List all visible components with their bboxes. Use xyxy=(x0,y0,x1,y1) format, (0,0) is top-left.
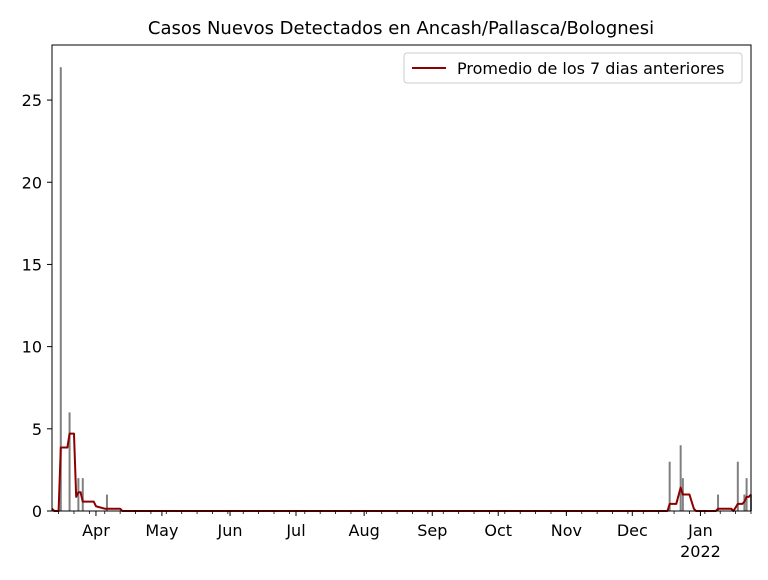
bar-8 xyxy=(717,494,720,511)
x-tick-label-5: Sep xyxy=(417,521,447,540)
chart-title: Casos Nuevos Detectados en Ancash/Pallas… xyxy=(148,18,654,39)
bar-4 xyxy=(105,494,108,511)
bar-11 xyxy=(745,478,748,511)
line-average xyxy=(51,432,752,512)
x-tick-label-7: Nov xyxy=(551,521,582,540)
bar-0 xyxy=(59,67,62,511)
y-tick-label-2: 10 xyxy=(22,338,42,357)
y-tick-label-3: 15 xyxy=(22,255,42,274)
y-tick-label-4: 20 xyxy=(22,173,42,192)
x-year-label: 2022 xyxy=(680,542,721,561)
y-tick-label-0: 0 xyxy=(32,502,42,521)
legend-box xyxy=(403,52,743,84)
x-tick-label-0: Apr xyxy=(82,521,110,540)
line-layer xyxy=(51,432,752,512)
bar-9 xyxy=(736,461,739,511)
x-tick-label-8: Dec xyxy=(617,521,648,540)
x-tick-label-4: Aug xyxy=(349,521,380,540)
x-tick-label-3: Jul xyxy=(285,521,305,540)
axes-layer: 0 5 10 15 20 25 Apr May Jun Jul Aug Sep Oct Nov Dec Jan… xyxy=(22,44,752,561)
x-tick-label-1: May xyxy=(145,521,178,540)
legend: Promedio de los 7 dias anteriores xyxy=(403,52,743,84)
y-tick-label-5: 25 xyxy=(22,91,42,110)
legend-label: Promedio de los 7 dias anteriores xyxy=(457,59,724,78)
x-tick-label-6: Oct xyxy=(484,521,512,540)
bar-3 xyxy=(81,478,84,511)
x-tick-label-2: Jun xyxy=(217,521,243,540)
x-tick-label-9: Jan xyxy=(687,521,713,540)
y-tick-label-1: 5 xyxy=(32,420,42,439)
bar-1 xyxy=(68,412,71,511)
bar-6 xyxy=(679,445,682,511)
axes-frame xyxy=(51,44,752,512)
bar-5 xyxy=(668,461,671,511)
